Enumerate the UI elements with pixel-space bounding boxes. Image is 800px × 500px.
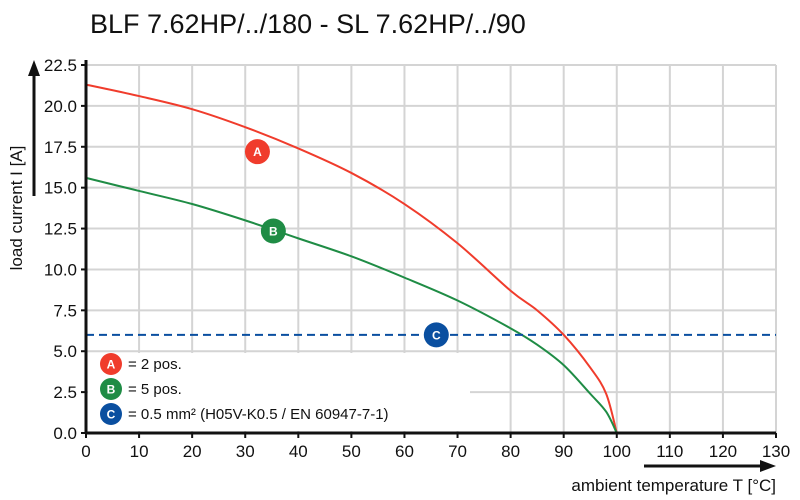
x-tick-label: 20 [183,442,202,461]
y-tick-label: 22.5 [44,56,77,75]
x-tick-label: 0 [81,442,90,461]
x-tick-label: 60 [395,442,414,461]
marker-label-C: C [432,328,441,342]
legend-marker-C [100,403,122,425]
series-line-B [85,176,618,434]
y-tick-label: 20.0 [44,97,77,116]
x-tick-label: 40 [289,442,308,461]
legend-marker-label: B [107,383,116,397]
marker-label-B: B [269,225,278,239]
y-axis-label: load current I [A] [7,146,26,271]
marker-circle-A [244,139,270,165]
tick-labels: 0 10 20 30 40 50 60 70 80 90 100 110 120 130 0.0 2.5 5.0… [44,56,790,461]
y-axis-arrowhead [28,60,40,76]
x-tick-label: 80 [501,442,520,461]
y-tick-label: 17.5 [44,138,77,157]
x-axis-label: ambient temperature T [°C] [571,476,776,495]
x-tick-label: 30 [236,442,255,461]
legend-background [88,353,470,431]
marker-label-A: A [253,145,262,159]
y-tick-label: 7.5 [53,301,77,320]
chart-title: BLF 7.62HP/../180 - SL 7.62HP/../90 [90,9,526,39]
legend-marker-A [100,353,122,375]
x-tick-label: 90 [554,442,573,461]
y-tick-label: 5.0 [53,342,77,361]
y-tick-label: 10.0 [44,260,77,279]
y-tick-label: 0.0 [53,424,77,443]
x-tick-label: 100 [603,442,631,461]
x-tick-label: 70 [448,442,467,461]
marker-circle-C [423,322,449,348]
marker-circle-B [260,218,286,244]
y-tick-label: 15.0 [44,179,77,198]
legend-marker-label: A [107,358,116,372]
x-tick-label: 120 [709,442,737,461]
x-tick-label: 110 [656,442,683,461]
y-tick-label: 12.5 [44,220,77,239]
y-tick-label: 2.5 [53,383,77,402]
legend-entry-A: = 2 pos. [128,356,182,373]
series-line-A [85,83,618,434]
legend-marker-B [100,378,122,400]
x-tick-label: 50 [342,442,361,461]
series-markers: A B C [244,139,449,348]
legend-entry-B: = 5 pos. [128,381,182,398]
legend-marker-label: C [107,408,116,422]
axes [28,60,777,472]
legend-entry-C: = 0.5 mm² (H05V-K0.5 / EN 60947-7-1) [128,406,389,423]
legend: A = 2 pos. B = 5 pos. C = 0.5 mm² (H05V-K0.5 … [100,353,389,425]
x-axis-arrowhead [760,460,776,472]
x-tick-label: 10 [130,442,149,461]
x-tick-label: 130 [762,442,790,461]
